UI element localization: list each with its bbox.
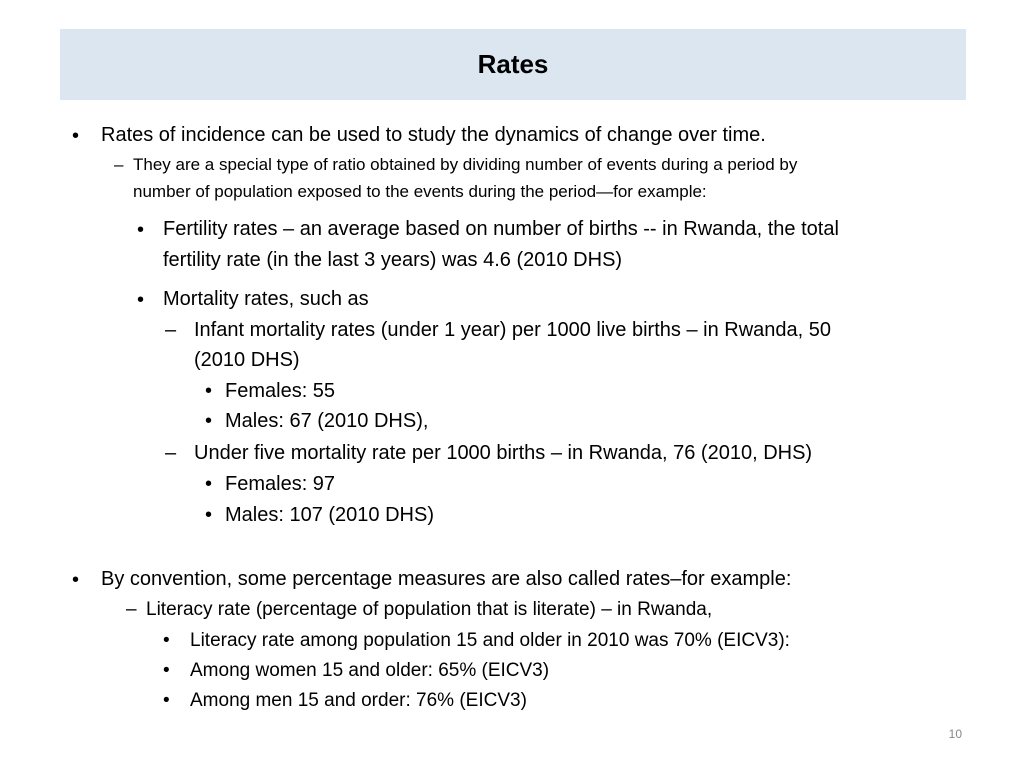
infant-males: Males: 67 (2010 DHS), <box>225 410 429 432</box>
dash-mark: – <box>165 319 177 341</box>
bullet-mark: • <box>72 569 80 591</box>
literacy-item: Among men 15 and order: 76% (EICV3) <box>190 690 527 711</box>
under-five-females: Females: 97 <box>225 473 336 495</box>
bullet-mark: • <box>137 219 145 241</box>
bullet-mark: • <box>205 504 213 526</box>
bullet-mark: • <box>137 289 145 311</box>
infant-females: Females: 55 <box>225 380 336 402</box>
mortality-heading: Mortality rates, such as <box>163 288 369 310</box>
fertility-line1: Fertility rates – an average based on nu… <box>163 218 839 240</box>
bullet-mark: • <box>205 410 213 432</box>
dash-mark: – <box>114 155 124 174</box>
bullet-rates-of-incidence: Rates of incidence can be used to study … <box>101 124 766 146</box>
fertility-line2: fertility rate (in the last 3 years) was… <box>163 249 623 271</box>
infant-line2: (2010 DHS) <box>194 349 300 371</box>
literacy-rate: Literacy rate (percentage of population … <box>146 599 713 620</box>
sub-ratio-line2: number of population exposed to the even… <box>133 182 707 201</box>
dash-mark: – <box>126 599 137 620</box>
bullet-mark: • <box>163 690 170 711</box>
infant-line1: Infant mortality rates (under 1 year) pe… <box>194 319 831 341</box>
slide-title: Rates <box>477 49 549 79</box>
literacy-item: Among women 15 and older: 65% (EICV3) <box>190 660 550 681</box>
literacy-item: Literacy rate among population 15 and ol… <box>190 630 790 651</box>
bullet-mark: • <box>163 660 170 681</box>
bullet-mark: • <box>72 125 80 147</box>
under-five-line1: Under five mortality rate per 1000 birth… <box>194 442 813 464</box>
bullet-mark: • <box>205 473 213 495</box>
bullet-convention: By convention, some percentage measures … <box>101 568 792 590</box>
page-number: 10 <box>948 727 962 741</box>
bullet-mark: • <box>205 380 213 402</box>
title-bar: Rates <box>60 29 966 100</box>
sub-ratio-line1: They are a special type of ratio obtaine… <box>133 155 798 174</box>
dash-mark: – <box>165 442 177 464</box>
bullet-mark: • <box>163 630 170 651</box>
under-five-males: Males: 107 (2010 DHS) <box>225 504 434 526</box>
